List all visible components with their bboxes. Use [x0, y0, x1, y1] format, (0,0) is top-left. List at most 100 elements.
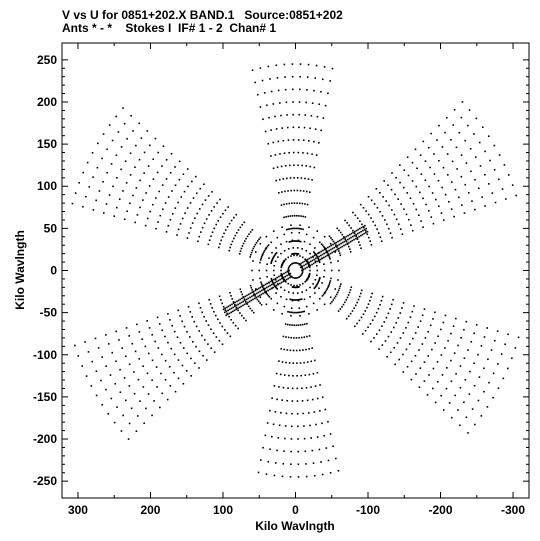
uv-point	[122, 190, 124, 192]
uv-point	[252, 247, 255, 250]
uv-point	[350, 227, 352, 229]
uv-point	[316, 115, 319, 118]
uv-point	[373, 315, 376, 318]
uv-point	[304, 114, 307, 116]
uv-point	[107, 413, 110, 415]
uv-point	[359, 244, 361, 246]
uv-point	[308, 373, 311, 376]
uv-point	[334, 288, 337, 290]
uv-point	[228, 312, 231, 315]
uv-point	[283, 233, 286, 236]
uv-point	[324, 408, 327, 411]
uv-point	[305, 165, 308, 167]
uv-point	[240, 301, 243, 304]
uv-point	[211, 307, 213, 309]
uv-point	[475, 117, 478, 120]
uv-point	[281, 263, 284, 266]
uv-point	[415, 185, 418, 188]
uv-point	[362, 207, 365, 209]
uv-point	[275, 64, 278, 67]
uv-point	[421, 343, 424, 345]
uv-point	[409, 316, 412, 318]
x-tick-label: -200	[429, 503, 453, 517]
uv-point	[250, 253, 252, 256]
uv-point	[385, 200, 388, 202]
uv-point	[324, 291, 326, 294]
uv-point	[147, 165, 150, 167]
uv-point	[193, 320, 196, 323]
uv-point	[365, 231, 367, 234]
uv-point	[305, 249, 308, 252]
uv-point	[262, 287, 265, 290]
uv-point	[268, 296, 271, 298]
uv-point	[156, 171, 159, 174]
uv-point	[219, 198, 221, 201]
uv-point	[105, 388, 107, 391]
uv-point	[322, 249, 324, 252]
uv-point	[232, 302, 235, 305]
uv-point	[306, 322, 308, 325]
uv-point	[480, 345, 483, 347]
uv-point	[297, 324, 300, 326]
uv-point	[280, 347, 282, 350]
uv-point	[305, 463, 307, 465]
uv-point	[272, 286, 274, 289]
uv-point	[344, 243, 347, 246]
uv-point	[319, 410, 321, 412]
uv-point	[151, 333, 153, 336]
uv-point	[411, 161, 414, 164]
uv-point	[299, 224, 301, 227]
uv-point	[293, 164, 295, 166]
uv-point	[339, 231, 342, 234]
uv-point	[252, 294, 255, 297]
uv-point	[282, 462, 285, 465]
uv-point	[239, 298, 242, 301]
uv-point	[357, 228, 359, 231]
uv-point	[280, 281, 283, 284]
uv-point	[171, 213, 174, 215]
uv-point	[310, 360, 313, 363]
uv-point	[299, 240, 302, 243]
uv-point	[356, 217, 359, 220]
uv-point	[224, 309, 227, 311]
uv-point	[272, 282, 275, 285]
uv-point	[210, 347, 212, 350]
uv-point	[195, 325, 198, 328]
uv-point	[122, 107, 124, 109]
uv-point	[273, 254, 276, 257]
uv-point	[459, 424, 461, 427]
uv-point	[473, 332, 475, 335]
uv-point	[375, 188, 378, 190]
uv-point	[344, 219, 346, 222]
uv-point	[105, 203, 108, 205]
uv-point	[300, 265, 303, 267]
uv-point	[303, 310, 306, 313]
uv-point	[292, 362, 295, 364]
uv-point	[302, 268, 305, 271]
uv-point	[497, 363, 499, 365]
uv-point	[403, 208, 405, 210]
uv-point	[120, 430, 123, 432]
uv-point	[474, 423, 476, 426]
uv-point	[414, 332, 417, 334]
uv-point	[258, 269, 261, 272]
uv-point	[301, 265, 304, 268]
uv-point	[440, 212, 443, 214]
uv-point	[190, 375, 192, 377]
uv-point	[126, 210, 128, 213]
uv-point	[255, 241, 258, 244]
uv-point	[303, 126, 306, 129]
uv-point	[337, 240, 339, 243]
uv-point	[306, 203, 309, 206]
uv-point	[210, 328, 212, 331]
uv-point	[445, 387, 448, 390]
uv-point	[336, 246, 338, 248]
uv-point	[283, 216, 285, 219]
uv-point	[316, 260, 318, 263]
uv-point	[324, 248, 327, 251]
uv-point	[345, 299, 348, 301]
uv-point	[84, 341, 86, 343]
uv-point	[276, 236, 279, 239]
uv-point	[177, 309, 180, 312]
uv-point	[157, 151, 160, 154]
